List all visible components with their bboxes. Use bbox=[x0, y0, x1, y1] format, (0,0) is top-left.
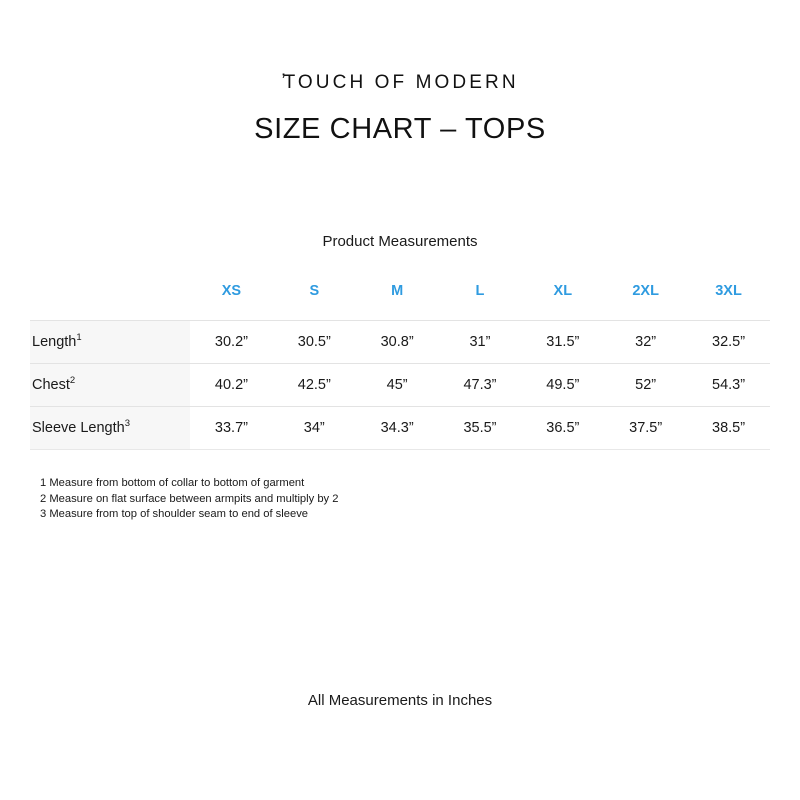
row-label-length: Length1 bbox=[30, 320, 191, 364]
cell-length-l: 31” bbox=[469, 334, 491, 350]
cell-chest-xs: 40.2” bbox=[214, 377, 248, 393]
footnote-1: 1 Measure from bottom of collar to botto… bbox=[40, 477, 305, 489]
row-label-length-footnote: 1 bbox=[76, 332, 82, 344]
cell-sleeve-xs: 33.7” bbox=[214, 420, 248, 436]
page-title: SIZE CHART – TOPS bbox=[254, 113, 546, 145]
cell-sleeve-l: 35.5” bbox=[463, 420, 497, 436]
section-heading: Product Measurements bbox=[322, 233, 478, 250]
size-header-m: M bbox=[391, 283, 404, 299]
table-row: Length1 30.2” 30.5” 30.8” 31” 31.5” 32” … bbox=[30, 320, 770, 364]
size-header-3xl: 3XL bbox=[715, 283, 742, 299]
footnote-2: 2 Measure on flat surface between armpit… bbox=[40, 492, 339, 505]
brand-name: TOUCH OF MODERN bbox=[283, 72, 519, 93]
size-header-row: XS S M L XL 2XL 3XL bbox=[30, 283, 770, 321]
size-table: XS S M L XL 2XL 3XL Length1 30.2” 30.5” … bbox=[30, 283, 770, 450]
row-label-header bbox=[30, 283, 190, 321]
size-header-l: L bbox=[475, 283, 485, 299]
cell-sleeve-s: 34” bbox=[303, 420, 325, 436]
footnotes: 1 Measure from bottom of collar to botto… bbox=[40, 476, 339, 523]
size-table-head: XS S M L XL 2XL 3XL bbox=[30, 283, 770, 321]
cell-chest-l: 47.3” bbox=[463, 377, 497, 393]
row-label-chest: Chest2 bbox=[30, 363, 191, 407]
cell-length-m: 30.8” bbox=[380, 334, 414, 350]
cell-sleeve-xl: 36.5” bbox=[546, 420, 580, 436]
table-row: Chest2 40.2” 42.5” 45” 47.3” 49.5” 52” 5… bbox=[30, 363, 770, 407]
row-label-chest-text: Chest bbox=[32, 377, 70, 393]
bottom-caption: All Measurements in Inches bbox=[307, 692, 493, 709]
cell-chest-2xl: 52” bbox=[635, 377, 657, 393]
cell-chest-m: 45” bbox=[386, 377, 408, 393]
row-label-sleeve-length-text: Sleeve Length bbox=[32, 420, 125, 436]
cell-length-xs: 30.2” bbox=[214, 334, 248, 350]
brand-tick-mark: ’ bbox=[281, 71, 286, 92]
cell-chest-s: 42.5” bbox=[297, 377, 331, 393]
row-label-sleeve-length-footnote: 3 bbox=[124, 418, 131, 430]
cell-sleeve-2xl: 37.5” bbox=[629, 420, 663, 436]
size-table-body: Length1 30.2” 30.5” 30.8” 31” 31.5” 32” … bbox=[30, 320, 770, 450]
cell-sleeve-m: 34.3” bbox=[380, 420, 414, 436]
cell-length-2xl: 32” bbox=[635, 334, 657, 350]
size-table-wrapper: XS S M L XL 2XL 3XL Length1 30.2” 30.5” … bbox=[30, 283, 770, 450]
size-header-2xl: 2XL bbox=[632, 283, 659, 299]
cell-chest-3xl: 54.3” bbox=[712, 377, 746, 393]
row-label-sleeve-length: Sleeve Length3 bbox=[30, 406, 191, 450]
cell-sleeve-3xl: 38.5” bbox=[712, 420, 746, 436]
size-header-xl: XL bbox=[553, 283, 573, 299]
table-row: Sleeve Length3 33.7” 34” 34.3” 35.5” 36.… bbox=[30, 406, 770, 450]
cell-chest-xl: 49.5” bbox=[546, 377, 580, 393]
row-label-length-text: Length bbox=[32, 334, 77, 350]
footnote-3: 3 Measure from top of shoulder seam to e… bbox=[40, 508, 309, 521]
cell-length-xl: 31.5” bbox=[546, 334, 580, 350]
size-header-s: S bbox=[309, 283, 320, 299]
brand-logo: ’TOUCH OF MODERN bbox=[0, 71, 800, 94]
row-label-chest-footnote: 2 bbox=[69, 375, 76, 387]
cell-length-s: 30.5” bbox=[297, 334, 331, 350]
size-header-xs: XS bbox=[221, 283, 242, 299]
cell-length-3xl: 32.5” bbox=[712, 334, 746, 350]
